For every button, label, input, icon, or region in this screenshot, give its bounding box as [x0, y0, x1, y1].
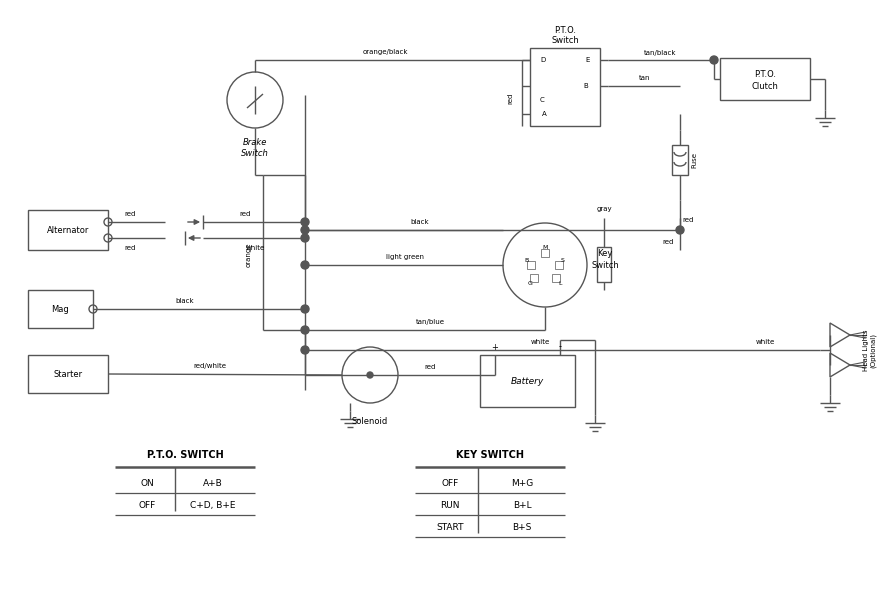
Text: E: E: [585, 57, 589, 63]
Text: M: M: [542, 245, 547, 249]
Bar: [529, 274, 537, 282]
Text: white: white: [245, 245, 265, 251]
Text: L: L: [558, 281, 561, 286]
Bar: [529, 48, 599, 126]
Bar: [540, 249, 548, 257]
Text: B+L: B+L: [512, 500, 531, 509]
Text: tan/blue: tan/blue: [415, 319, 444, 325]
Text: orange: orange: [246, 243, 252, 267]
Text: Switch: Switch: [551, 36, 578, 45]
Text: B: B: [524, 257, 528, 262]
Text: G: G: [527, 281, 532, 286]
Text: -: -: [558, 343, 561, 351]
Bar: [28, 290, 93, 328]
Circle shape: [300, 234, 308, 242]
Circle shape: [709, 56, 717, 64]
Text: +: +: [491, 343, 498, 351]
Text: orange/black: orange/black: [362, 49, 408, 55]
Text: light green: light green: [385, 254, 424, 260]
Text: red: red: [662, 239, 673, 245]
Text: red: red: [124, 211, 136, 217]
Text: C: C: [539, 97, 544, 103]
Circle shape: [300, 218, 308, 226]
Text: OFF: OFF: [139, 500, 156, 509]
Text: M+G: M+G: [510, 479, 533, 487]
Text: Fuse: Fuse: [690, 152, 696, 168]
Bar: [552, 274, 560, 282]
Bar: [479, 355, 574, 407]
Text: tan: tan: [638, 75, 650, 81]
Circle shape: [367, 372, 373, 378]
Text: black: black: [410, 219, 429, 225]
Text: red: red: [124, 245, 136, 251]
Bar: [554, 261, 562, 269]
Circle shape: [675, 226, 683, 234]
Bar: [28, 210, 108, 250]
Text: START: START: [435, 522, 463, 531]
Circle shape: [300, 305, 308, 313]
Bar: [671, 145, 687, 175]
Text: red: red: [424, 364, 435, 370]
Text: ON: ON: [140, 479, 154, 487]
Circle shape: [300, 261, 308, 269]
Text: Solenoid: Solenoid: [351, 416, 388, 425]
Circle shape: [300, 326, 308, 334]
Text: A: A: [542, 111, 546, 117]
Text: white: white: [530, 339, 549, 345]
Text: Battery: Battery: [510, 376, 544, 386]
Text: Head Lights
(Optional): Head Lights (Optional): [863, 329, 876, 371]
Text: gray: gray: [595, 206, 611, 212]
Text: white: white: [755, 339, 774, 345]
Text: S: S: [561, 257, 564, 262]
Text: red: red: [239, 211, 250, 217]
Text: P.T.O.: P.T.O.: [753, 69, 775, 78]
Text: D: D: [539, 57, 544, 63]
Circle shape: [300, 346, 308, 354]
Text: red: red: [506, 93, 512, 104]
Text: Mag: Mag: [52, 305, 70, 313]
Text: C+D, B+E: C+D, B+E: [190, 500, 235, 509]
Text: RUN: RUN: [440, 500, 460, 509]
Text: Alternator: Alternator: [46, 226, 89, 235]
Text: KEY SWITCH: KEY SWITCH: [455, 450, 523, 460]
Text: black: black: [175, 298, 194, 304]
Text: red/white: red/white: [193, 363, 226, 369]
Text: P.T.O.: P.T.O.: [553, 26, 576, 34]
Circle shape: [300, 226, 308, 234]
Text: Brake
Switch: Brake Switch: [240, 139, 268, 158]
Bar: [28, 355, 108, 393]
Text: P.T.O. SWITCH: P.T.O. SWITCH: [147, 450, 224, 460]
Text: A+B: A+B: [203, 479, 223, 487]
Text: B: B: [583, 83, 587, 89]
Text: red: red: [681, 217, 693, 223]
Bar: [527, 261, 535, 269]
Bar: [719, 58, 809, 100]
Text: OFF: OFF: [441, 479, 458, 487]
Text: B+S: B+S: [511, 522, 531, 531]
Text: Switch: Switch: [590, 261, 618, 270]
Text: Clutch: Clutch: [751, 82, 778, 91]
Text: Key: Key: [596, 248, 612, 257]
Bar: [596, 247, 611, 282]
Text: tan/black: tan/black: [643, 50, 676, 56]
Text: Starter: Starter: [54, 370, 82, 378]
